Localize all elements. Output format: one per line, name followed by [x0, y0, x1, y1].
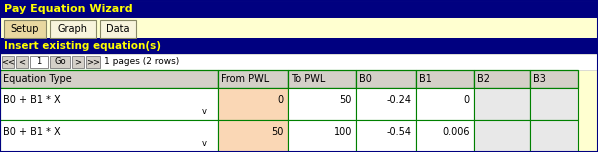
Bar — [288, 88, 356, 120]
Text: 50: 50 — [271, 127, 284, 137]
Text: 100: 100 — [334, 127, 352, 137]
Bar — [530, 120, 578, 152]
Bar — [0, 38, 598, 54]
Bar — [0, 88, 218, 120]
Bar — [474, 88, 530, 120]
Bar — [72, 56, 84, 68]
Text: B0: B0 — [359, 74, 372, 84]
Text: v: v — [202, 138, 206, 148]
Bar — [4, 20, 46, 38]
Text: B0 + B1 * X: B0 + B1 * X — [3, 95, 60, 105]
Bar — [2, 56, 14, 68]
Text: From PWL: From PWL — [221, 74, 269, 84]
Bar — [0, 70, 218, 88]
Text: Pay Equation Wizard: Pay Equation Wizard — [4, 4, 133, 14]
Bar — [474, 70, 530, 88]
Bar — [288, 120, 356, 152]
Bar — [30, 56, 48, 68]
Text: <: < — [19, 57, 26, 67]
Bar — [0, 18, 598, 38]
Text: 0: 0 — [464, 95, 470, 105]
Bar — [0, 120, 218, 152]
Bar — [50, 56, 70, 68]
Text: Setup: Setup — [11, 24, 39, 34]
Text: 0.006: 0.006 — [443, 127, 470, 137]
Text: >>: >> — [86, 57, 100, 67]
Bar — [474, 120, 530, 152]
Text: -0.54: -0.54 — [387, 127, 412, 137]
Text: B1: B1 — [419, 74, 432, 84]
Bar — [288, 70, 356, 88]
Bar — [0, 54, 598, 70]
Text: v: v — [202, 107, 206, 116]
Text: <<: << — [1, 57, 15, 67]
Text: Go: Go — [54, 57, 66, 67]
Text: 50: 50 — [340, 95, 352, 105]
Text: >: > — [75, 57, 81, 67]
Text: 1: 1 — [36, 57, 42, 67]
Text: B0 + B1 * X: B0 + B1 * X — [3, 127, 60, 137]
Text: -0.24: -0.24 — [387, 95, 412, 105]
Bar — [356, 70, 416, 88]
Text: Insert existing equation(s): Insert existing equation(s) — [4, 41, 161, 51]
Bar — [530, 70, 578, 88]
Text: Equation Type: Equation Type — [3, 74, 72, 84]
Bar — [416, 70, 474, 88]
Text: B2: B2 — [477, 74, 490, 84]
Bar — [416, 88, 474, 120]
Bar — [356, 88, 416, 120]
Bar — [218, 70, 288, 88]
Bar — [416, 120, 474, 152]
Text: Graph: Graph — [58, 24, 88, 34]
Text: To PWL: To PWL — [291, 74, 325, 84]
Text: 1 pages (2 rows): 1 pages (2 rows) — [104, 57, 179, 67]
Text: Data: Data — [106, 24, 130, 34]
Bar — [356, 120, 416, 152]
Bar — [218, 120, 288, 152]
Bar — [16, 56, 28, 68]
Text: 0: 0 — [278, 95, 284, 105]
Text: B3: B3 — [533, 74, 546, 84]
Bar — [0, 0, 598, 18]
Bar — [86, 56, 100, 68]
Bar — [50, 20, 96, 38]
Bar — [530, 88, 578, 120]
Bar — [218, 88, 288, 120]
Bar — [100, 20, 136, 38]
